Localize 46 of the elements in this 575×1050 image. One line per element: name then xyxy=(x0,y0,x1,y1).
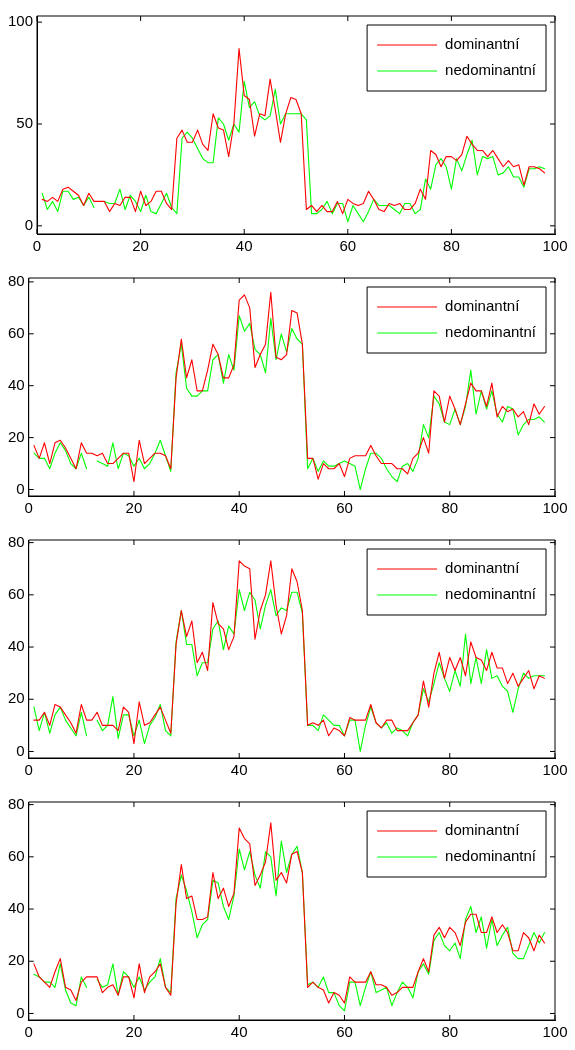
y-tick-label: 40 xyxy=(8,899,25,917)
legend-label: nedominantní xyxy=(445,585,537,603)
y-tick-label: 60 xyxy=(8,584,25,602)
y-tick-label: 80 xyxy=(8,794,25,812)
x-tick-label: 60 xyxy=(339,237,357,255)
x-tick-label: 100 xyxy=(542,1023,568,1041)
y-tick-label: 60 xyxy=(8,323,25,341)
y-tick-label: 20 xyxy=(8,951,25,969)
y-tick-label: 0 xyxy=(16,479,25,497)
x-tick-label: 80 xyxy=(441,761,459,779)
legend-label: nedominantní xyxy=(445,323,537,341)
x-tick-label: 40 xyxy=(230,499,248,517)
y-tick-label: 100 xyxy=(8,12,34,30)
x-tick-label: 80 xyxy=(443,237,460,255)
y-tick-label: 0 xyxy=(24,215,34,233)
y-tick-label: 20 xyxy=(8,689,25,707)
x-tick-label: 100 xyxy=(542,237,568,255)
y-tick-label: 0 xyxy=(16,1003,25,1021)
x-tick-label: 20 xyxy=(125,499,143,517)
x-tick-label: 20 xyxy=(132,237,149,255)
legend-label: dominantní xyxy=(445,297,521,315)
x-tick-label: 100 xyxy=(542,499,568,517)
x-tick-label: 60 xyxy=(336,1023,353,1041)
y-tick-label: 40 xyxy=(8,637,25,655)
x-tick-label: 60 xyxy=(336,499,353,517)
y-tick-label: 40 xyxy=(8,375,25,393)
legend-label: dominantní xyxy=(445,35,521,53)
x-tick-label: 100 xyxy=(542,761,568,779)
x-tick-label: 40 xyxy=(235,237,253,255)
y-tick-label: 80 xyxy=(8,272,25,290)
x-tick-label: 20 xyxy=(125,1023,143,1041)
x-tick-label: 40 xyxy=(230,1023,248,1041)
x-tick-label: 20 xyxy=(125,761,143,779)
x-tick-label: 60 xyxy=(336,761,353,779)
y-tick-label: 60 xyxy=(8,846,25,864)
legend-label: nedominantní xyxy=(445,847,537,865)
y-tick-label: 0 xyxy=(16,741,25,759)
legend-label: dominantní xyxy=(445,559,521,577)
y-tick-label: 80 xyxy=(8,532,25,550)
x-tick-label: 40 xyxy=(230,761,248,779)
x-tick-label: 80 xyxy=(441,1023,459,1041)
x-tick-label: 80 xyxy=(441,499,459,517)
legend-label: dominantní xyxy=(445,821,521,839)
y-tick-label: 20 xyxy=(8,427,25,445)
y-tick-label: 50 xyxy=(16,114,34,132)
legend-label: nedominantní xyxy=(445,61,537,79)
